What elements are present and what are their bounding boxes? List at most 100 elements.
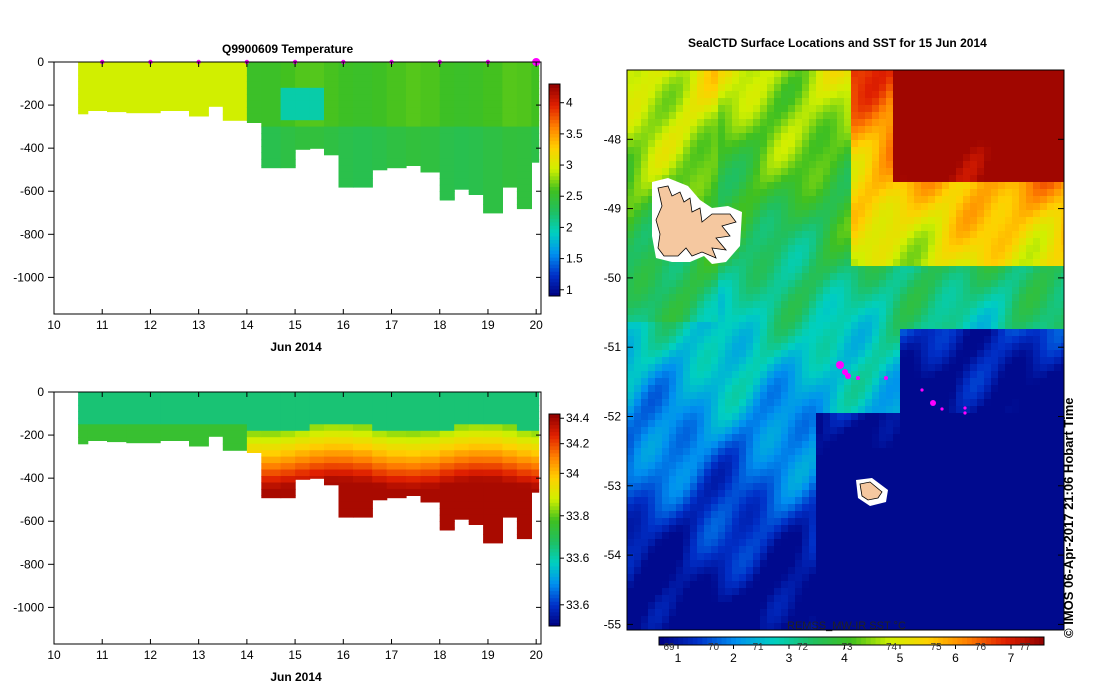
- sst-cell: [991, 161, 999, 169]
- sst-cell: [767, 497, 775, 505]
- sst-cell: [802, 252, 810, 260]
- sst-cell: [956, 252, 964, 260]
- sst-cell: [816, 392, 824, 400]
- sst-cell: [977, 490, 985, 498]
- sst-cell: [697, 154, 705, 162]
- sst-cell: [1019, 329, 1027, 337]
- sst-cell: [669, 147, 677, 155]
- section-cell: [309, 404, 325, 412]
- sst-cell: [676, 371, 684, 379]
- section-cell: [338, 404, 354, 412]
- section-cell: [420, 443, 441, 451]
- section-cell: [439, 74, 455, 82]
- sst-cell: [1047, 252, 1055, 260]
- x-tick-label: 13: [192, 648, 206, 662]
- sst-cell: [998, 238, 1006, 246]
- sst-cell: [774, 427, 782, 435]
- sst-cell: [1054, 161, 1062, 169]
- section-cell: [338, 411, 354, 419]
- sst-cell: [921, 392, 929, 400]
- sst-cell: [1026, 252, 1034, 260]
- sst-cell: [809, 476, 817, 484]
- section-cell: [87, 62, 108, 70]
- sst-cell: [634, 350, 642, 358]
- section-cell: [420, 158, 441, 166]
- sst-cell: [1033, 308, 1041, 316]
- sst-cell: [655, 343, 663, 351]
- section-cell: [309, 398, 325, 406]
- sst-cell: [627, 203, 635, 211]
- sst-cell: [1012, 266, 1020, 274]
- section-cell: [126, 62, 161, 70]
- sst-cell: [865, 322, 873, 330]
- section-cell: [189, 443, 209, 447]
- sst-cell: [949, 385, 957, 393]
- sst-cell: [774, 112, 782, 120]
- sst-cell: [956, 287, 964, 295]
- section-cell: [483, 508, 503, 516]
- section-cell: [309, 100, 325, 108]
- sst-cell: [1005, 413, 1013, 421]
- sst-cell: [907, 112, 915, 120]
- sst-cell: [1012, 413, 1020, 421]
- sst-cell: [928, 210, 936, 218]
- section-cell: [246, 87, 262, 95]
- sst-cell: [753, 266, 761, 274]
- sst-cell: [879, 245, 887, 253]
- sst-cell: [641, 252, 649, 260]
- colorbar-step: [549, 414, 560, 419]
- sst-cell: [1005, 77, 1013, 85]
- sst-cell: [802, 280, 810, 288]
- sst-cell: [977, 392, 985, 400]
- sst-cell: [683, 378, 691, 386]
- sst-cell: [697, 140, 705, 148]
- sst-cell: [704, 427, 712, 435]
- sst-cell: [963, 357, 971, 365]
- sst-cell: [949, 98, 957, 106]
- sst-cell: [1054, 77, 1062, 85]
- sst-cell: [795, 322, 803, 330]
- sst-cell: [683, 406, 691, 414]
- sst-cell: [767, 462, 775, 470]
- sst-cell: [802, 301, 810, 309]
- section-cell: [324, 430, 340, 438]
- sst-cell: [781, 329, 789, 337]
- sst-cell: [641, 462, 649, 470]
- sst-cell: [739, 91, 747, 99]
- sst-cell: [739, 357, 747, 365]
- section-cell: [531, 411, 540, 419]
- sst-cell: [1040, 371, 1048, 379]
- sst-cell: [872, 413, 880, 421]
- sst-cell: [1012, 448, 1020, 456]
- sst-cell: [788, 322, 796, 330]
- sst-cell: [998, 315, 1006, 323]
- sst-cell: [1005, 203, 1013, 211]
- section-cell: [338, 488, 354, 496]
- sst-cell: [767, 133, 775, 141]
- sst-cell: [697, 287, 705, 295]
- section-cell: [483, 411, 503, 419]
- section-cell: [261, 100, 282, 108]
- sst-cell: [1012, 301, 1020, 309]
- sst-cell: [774, 462, 782, 470]
- sst-cell: [893, 455, 901, 463]
- sst-cell: [956, 315, 964, 323]
- sst-cell: [942, 350, 950, 358]
- section-cell: [468, 482, 484, 490]
- sst-cell: [823, 140, 831, 148]
- sst-cell: [935, 189, 943, 197]
- sst-cell: [1054, 336, 1062, 344]
- sst-cell: [837, 469, 845, 477]
- sst-cell: [1054, 203, 1062, 211]
- sst-cell: [711, 336, 719, 344]
- sst-cell: [1033, 497, 1041, 505]
- section-cell: [531, 469, 540, 477]
- section-cell: [324, 74, 340, 82]
- sst-cell: [795, 175, 803, 183]
- sst-cell: [711, 371, 719, 379]
- sst-cell: [956, 140, 964, 148]
- section-cell: [338, 501, 354, 509]
- x-tick-label: 17: [385, 648, 399, 662]
- section-cell: [295, 133, 311, 141]
- sst-cell: [830, 441, 838, 449]
